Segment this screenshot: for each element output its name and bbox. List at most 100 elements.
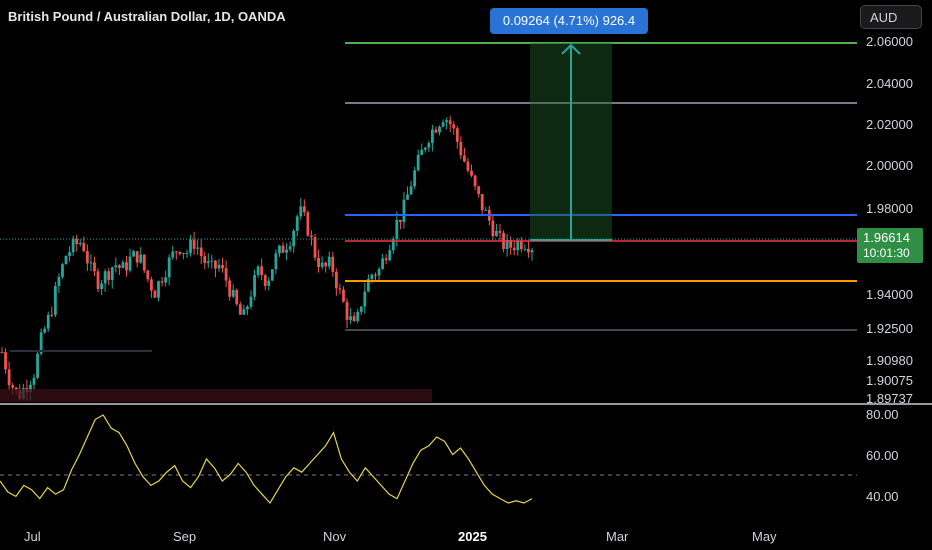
- candle-body: [43, 328, 47, 333]
- candle-body: [263, 275, 267, 286]
- candle-body: [4, 352, 7, 370]
- candle-body: [157, 281, 160, 298]
- candle-body: [85, 251, 89, 264]
- symbol-title[interactable]: British Pound / Australian Dollar, 1D, O…: [8, 9, 286, 24]
- currency-button[interactable]: AUD: [860, 5, 922, 29]
- candle-body: [431, 129, 434, 143]
- candle-body: [359, 306, 363, 312]
- candle-body: [121, 262, 125, 268]
- candle-body: [231, 289, 235, 297]
- candle-body: [253, 274, 256, 297]
- candle-body: [366, 279, 370, 292]
- price-axis-label: 1.90075: [866, 373, 913, 388]
- candle-body: [388, 250, 392, 261]
- candle-body: [57, 276, 61, 287]
- candle-body: [214, 260, 217, 269]
- price-axis-label: 1.92500: [866, 321, 913, 336]
- candle-body: [185, 252, 189, 254]
- candle-body: [370, 274, 374, 280]
- candle-body: [160, 281, 164, 283]
- candle-body: [206, 261, 210, 264]
- candle-body: [409, 186, 413, 195]
- candle-body: [484, 209, 488, 211]
- candle-body: [29, 384, 32, 393]
- candle-body: [96, 271, 100, 290]
- candle-body: [398, 219, 402, 222]
- candle-body: [413, 170, 417, 187]
- candle-body: [135, 251, 139, 263]
- candle-body: [100, 283, 103, 290]
- candle-body: [178, 251, 182, 254]
- price-axis-label: 1.89737: [866, 391, 913, 406]
- candle-body: [452, 124, 456, 129]
- candle-body: [11, 385, 15, 388]
- candle-body: [153, 290, 157, 298]
- candle-body: [302, 206, 306, 213]
- candle-body: [463, 155, 466, 162]
- candle-body: [167, 257, 171, 278]
- price-axis-label: 1.90980: [866, 353, 913, 368]
- rsi-line: [0, 414, 533, 505]
- candle-body: [327, 256, 331, 267]
- last-price-value: 1.96614: [863, 230, 910, 245]
- candle-body: [228, 280, 232, 297]
- candle-body: [516, 241, 520, 251]
- candle-body: [505, 239, 509, 249]
- candle-body: [110, 267, 114, 280]
- price-axis-label: 2.06000: [866, 34, 913, 49]
- candle-body: [36, 353, 39, 378]
- candle-body: [491, 220, 495, 237]
- candle-body: [64, 255, 68, 265]
- candle-body: [125, 262, 128, 271]
- candle-body: [196, 247, 200, 249]
- candle-body: [281, 245, 285, 253]
- rsi-axis-label: 40.00: [866, 489, 899, 504]
- candle-body: [356, 311, 360, 322]
- price-axis-label: 1.94000: [866, 287, 913, 302]
- candle-body: [310, 235, 313, 238]
- candle-body: [199, 247, 203, 257]
- candle-body: [523, 248, 527, 250]
- candle-body: [203, 256, 207, 264]
- time-axis-label: Jul: [24, 529, 41, 544]
- bar-countdown: 10:01:30: [863, 246, 910, 260]
- last-price-badge: 1.96614 10:01:30: [857, 228, 923, 263]
- time-axis-label: 2025: [458, 529, 487, 544]
- candle-body: [0, 352, 4, 354]
- candlestick-series: [0, 115, 534, 401]
- candle-body: [256, 266, 260, 275]
- candle-body: [395, 219, 399, 239]
- rsi-axis-label: 80.00: [866, 407, 899, 422]
- candle-body: [299, 206, 303, 217]
- candle-body: [139, 254, 143, 263]
- candle-body: [363, 291, 367, 307]
- candle-body: [470, 170, 473, 176]
- candle-body: [71, 238, 75, 253]
- rsi-axis-label: 60.00: [866, 448, 899, 463]
- price-axis-label: 2.00000: [866, 158, 913, 173]
- candle-body: [416, 154, 420, 171]
- candle-body: [192, 239, 196, 249]
- candle-body: [285, 249, 288, 253]
- time-axis-label: May: [752, 529, 777, 544]
- candle-body: [423, 147, 427, 150]
- candle-body: [238, 304, 242, 315]
- candle-body: [374, 274, 377, 276]
- candle-body: [61, 264, 64, 277]
- candle-body: [509, 239, 513, 248]
- time-axis-label: Sep: [173, 529, 197, 544]
- candle-body: [438, 126, 441, 133]
- candle-body: [164, 277, 168, 283]
- candle-body: [7, 369, 11, 386]
- time-axis-label: Mar: [606, 529, 629, 544]
- candle-body: [82, 243, 86, 252]
- candle-body: [495, 230, 498, 237]
- candle-body: [242, 309, 246, 315]
- time-axis-label: Nov: [323, 529, 347, 544]
- candle-body: [338, 288, 342, 290]
- candle-body: [75, 238, 79, 245]
- candle-body: [171, 251, 175, 258]
- measure-arrow-head: [561, 43, 581, 55]
- candle-body: [381, 258, 385, 269]
